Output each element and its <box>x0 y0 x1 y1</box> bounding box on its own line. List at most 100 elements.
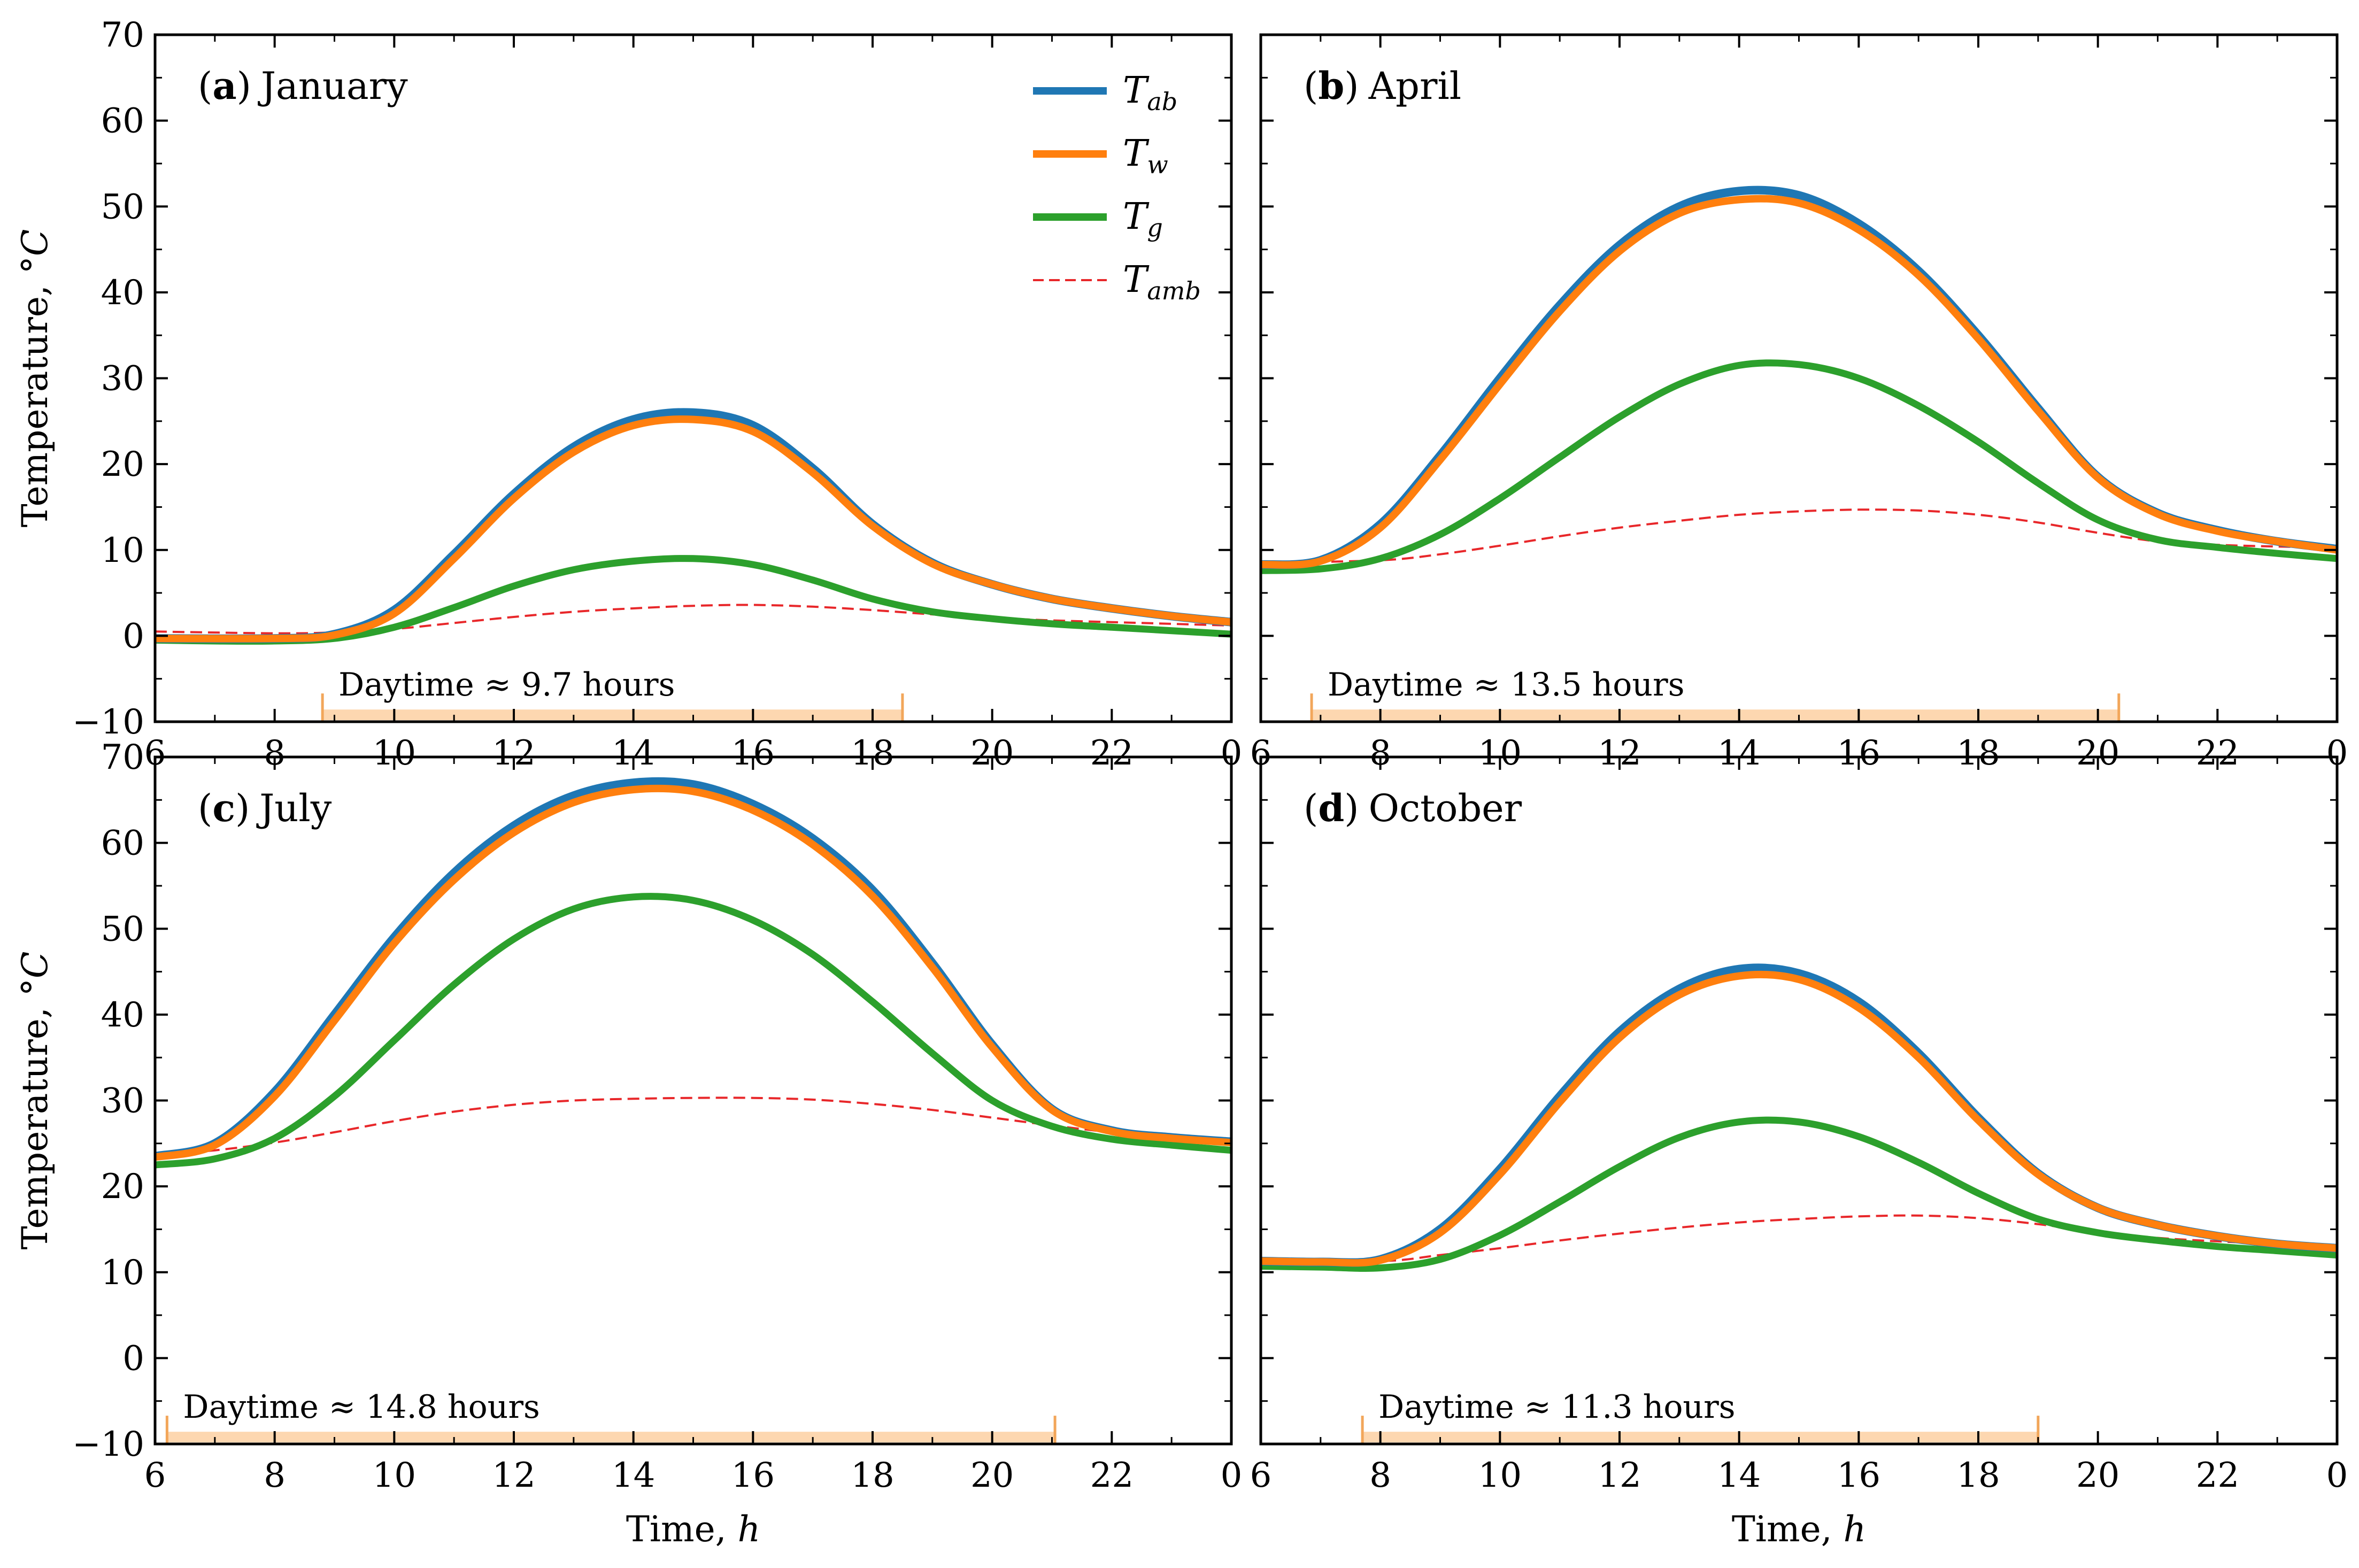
panel-title: (d) October <box>1304 786 1522 830</box>
panel-c: Daytime ≈ 14.8 hours 6 8 10 12 14 16 18 20 22 0 −10… <box>14 738 1242 1550</box>
series-tw-line <box>1260 195 2338 569</box>
panel-title-paren: ) <box>237 64 251 108</box>
y-tick-label: 30 <box>101 1082 144 1121</box>
legend-subscript: amb <box>1147 276 1201 305</box>
x-tick-label: 22 <box>2196 1456 2239 1495</box>
x-tick-label: 8 <box>1369 1456 1391 1495</box>
series-tamb-line <box>155 604 1232 635</box>
y-axis-title-text: Temperature, <box>14 996 56 1249</box>
y-tick-label: 0 <box>122 616 144 656</box>
axes-frame <box>153 33 1233 723</box>
y-tick-label: 40 <box>101 995 144 1035</box>
daytime-band <box>1312 709 2119 721</box>
x-tick-label: 14 <box>612 1456 655 1495</box>
panel-title: (a) January <box>198 64 408 108</box>
series-tw-line <box>1260 970 2338 1267</box>
x-tick-label: 10 <box>1478 1456 1522 1495</box>
panel-month: July <box>256 786 332 830</box>
x-tick-label: 0 <box>1221 1456 1243 1495</box>
x-tick-label: 18 <box>1956 1456 2000 1495</box>
legend-label: Tamb <box>1123 259 1201 305</box>
y-axis-unit: °C <box>14 229 56 274</box>
x-tick-label: 6 <box>1250 1456 1272 1495</box>
axes-frame <box>1259 33 2339 723</box>
legend-label: Tab <box>1123 69 1177 116</box>
x-tick-label: 20 <box>970 1456 1014 1495</box>
y-tick-label: 50 <box>101 187 144 227</box>
daytime-label: Daytime ≈ 9.7 hours <box>338 666 675 704</box>
panel-letter: c <box>212 786 235 830</box>
legend-subscript: ab <box>1147 87 1177 116</box>
panel-title-paren: ( <box>198 64 212 108</box>
y-tick-label: 0 <box>122 1339 144 1378</box>
legend-symbol: T <box>1123 196 1150 238</box>
legend-symbol: T <box>1123 259 1150 301</box>
series-tab-line <box>1260 186 2338 569</box>
legend-subscript: w <box>1147 150 1168 179</box>
daytime-label: Daytime ≈ 11.3 hours <box>1378 1388 1735 1426</box>
panel-month: April <box>1368 64 1462 108</box>
x-tick-label: 20 <box>2076 1456 2119 1495</box>
panel-month: October <box>1369 786 1522 830</box>
y-tick-label: −10 <box>72 702 144 742</box>
axes-frame <box>153 755 1233 1446</box>
panel-title: (c) July <box>198 786 332 830</box>
x-tick-label: 6 <box>144 1456 166 1495</box>
series-tg-line <box>155 893 1232 1169</box>
y-tick-label: 70 <box>101 16 144 55</box>
x-tick-label: 8 <box>264 1456 286 1495</box>
y-tick-label: 20 <box>101 445 144 484</box>
legend-symbol: T <box>1123 69 1150 112</box>
legend-label: Tw <box>1123 133 1168 179</box>
daytime-band <box>167 1432 1055 1443</box>
legend-label: Tg <box>1123 196 1163 242</box>
panel-title: (b) April <box>1304 64 1461 108</box>
y-tick-label: 60 <box>101 824 144 863</box>
axes-frame <box>1259 755 2339 1446</box>
y-tick-label: 20 <box>101 1167 144 1207</box>
panel-title-paren: ( <box>1304 786 1318 830</box>
panel-letter: b <box>1318 64 1344 108</box>
x-axis-unit: h <box>1844 1509 1867 1550</box>
y-tick-label: 10 <box>101 1253 144 1293</box>
panel-title-paren: ) <box>235 786 250 830</box>
panel-d: Daytime ≈ 11.3 hours 6 8 10 12 14 16 18 20 22 0 (d)… <box>1250 755 2348 1550</box>
x-axis-unit: h <box>738 1509 761 1550</box>
panel-title-paren: ( <box>1304 64 1318 108</box>
x-tick-label: 12 <box>492 1456 535 1495</box>
y-tick-label: −10 <box>72 1425 144 1464</box>
y-tick-label: 50 <box>101 909 144 949</box>
panel-title-paren: ( <box>198 786 212 830</box>
y-tick-label: 30 <box>101 359 144 399</box>
x-axis-title-text: Time, <box>626 1509 738 1550</box>
x-tick-label: 0 <box>2326 1456 2348 1495</box>
x-tick-label: 22 <box>1090 1456 1134 1495</box>
y-axis-title: Temperature, °C <box>14 952 56 1250</box>
x-tick-label: 16 <box>1837 1456 1880 1495</box>
x-tick-label: 18 <box>851 1456 894 1495</box>
y-tick-label: 40 <box>101 273 144 313</box>
x-axis-title: Time, h <box>1732 1509 1866 1550</box>
y-axis-unit: °C <box>14 952 56 997</box>
daytime-band <box>322 709 903 721</box>
series-tg-line <box>1260 1116 2338 1272</box>
panel-month: January <box>258 64 408 108</box>
y-tick-label: 70 <box>101 738 144 777</box>
panel-title-paren: ) <box>1344 786 1359 830</box>
daytime-label: Daytime ≈ 14.8 hours <box>183 1388 539 1426</box>
daytime-band <box>1362 1432 2038 1443</box>
x-tick-label: 10 <box>373 1456 416 1495</box>
x-tick-label: 14 <box>1717 1456 1761 1495</box>
legend-subscript: g <box>1147 213 1162 242</box>
y-tick-label: 60 <box>101 102 144 141</box>
x-tick-label: 12 <box>1598 1456 1641 1495</box>
panel-letter: a <box>212 64 236 108</box>
y-axis-title-text: Temperature, <box>14 274 56 527</box>
series-tw-line <box>154 784 1232 1161</box>
x-axis-title-text: Time, <box>1732 1509 1844 1550</box>
legend-symbol: T <box>1123 133 1150 175</box>
